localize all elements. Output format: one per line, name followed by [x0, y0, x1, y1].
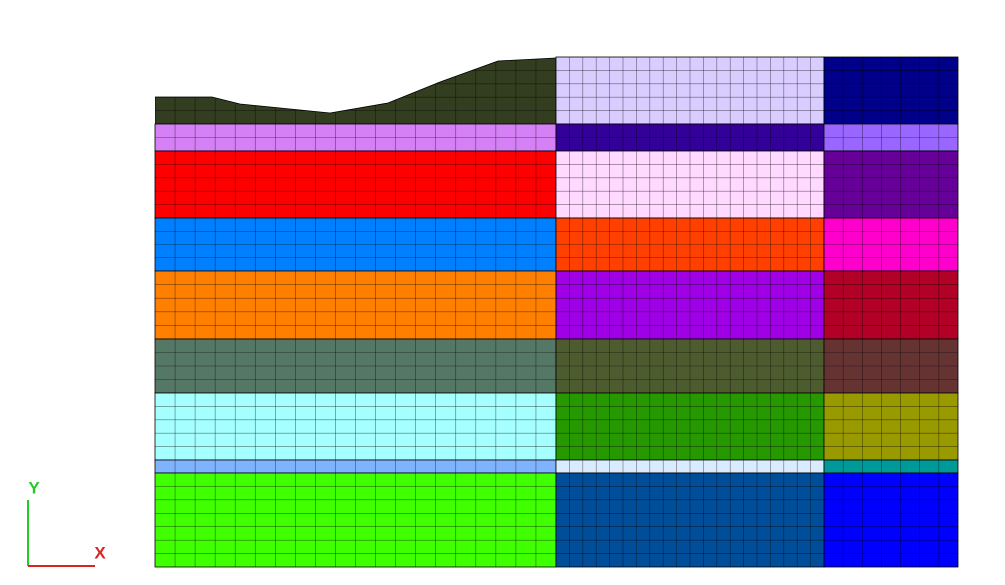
mesh-region — [555, 217, 825, 272]
mesh-region — [154, 459, 557, 474]
mesh-region — [555, 459, 825, 474]
mesh-region — [154, 270, 557, 340]
region-fill — [823, 392, 959, 461]
mesh-region — [823, 270, 959, 340]
mesh-region — [154, 338, 557, 394]
mesh-region — [154, 392, 557, 461]
mesh-region — [823, 392, 959, 461]
region-fill — [823, 56, 959, 125]
mesh-region — [154, 150, 557, 219]
mesh-region — [555, 150, 825, 219]
mesh-region — [823, 338, 959, 394]
mesh-region — [154, 217, 557, 272]
mesh-region — [823, 472, 959, 568]
y-axis-label: Y — [28, 478, 40, 497]
region-fill — [823, 459, 959, 474]
mesh-region — [155, 58, 556, 124]
mesh-region — [823, 150, 959, 219]
mesh-region — [823, 217, 959, 272]
mesh-region — [823, 56, 959, 125]
region-fill — [823, 472, 959, 568]
mesh-region — [555, 392, 825, 461]
mesh-region — [555, 338, 825, 394]
mesh-region — [823, 123, 959, 152]
mesh-region — [555, 123, 825, 152]
axis-triad: Y X — [27, 478, 106, 567]
mesh-region — [555, 56, 825, 125]
mesh-region — [154, 123, 557, 152]
x-axis-label: X — [94, 543, 106, 562]
mesh — [154, 56, 959, 568]
region-fill — [823, 150, 959, 219]
mesh-region — [823, 459, 959, 474]
region-fill — [823, 270, 959, 340]
mesh-region — [555, 472, 825, 568]
mesh-region — [154, 472, 557, 568]
mesh-region — [555, 270, 825, 340]
top-surface — [155, 57, 557, 114]
